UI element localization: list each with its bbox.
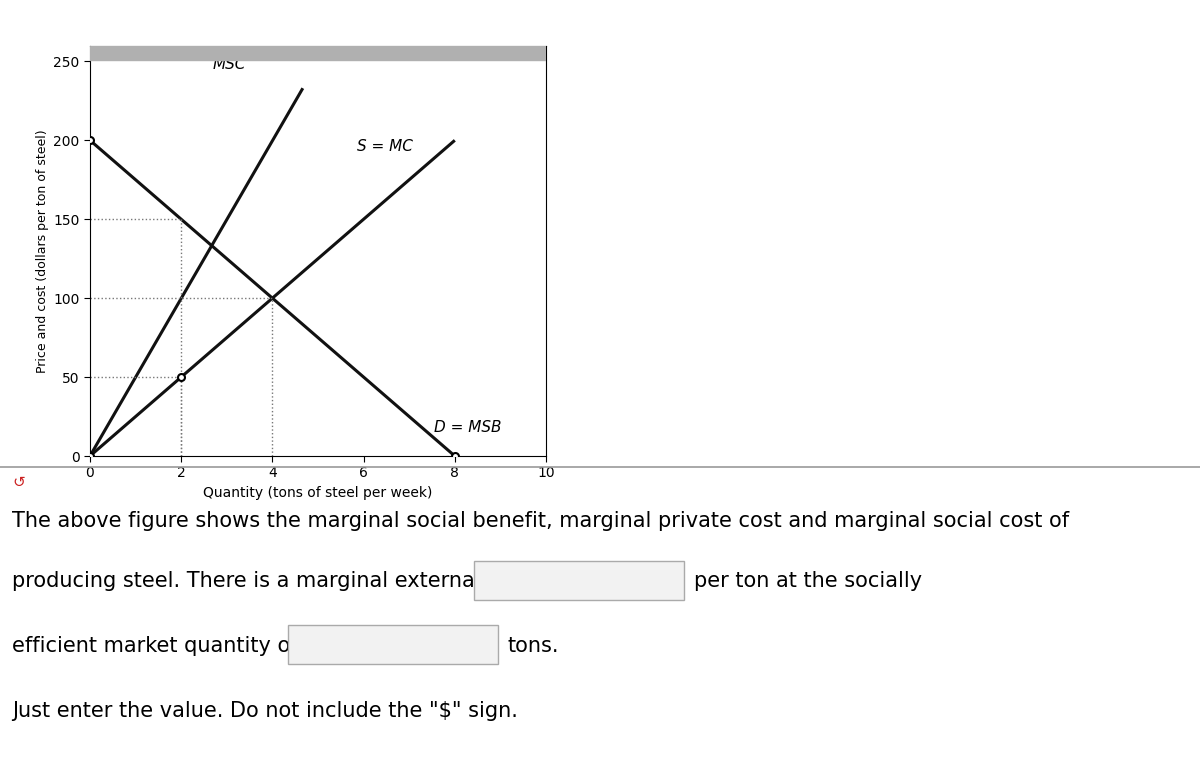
- Text: Just enter the value. Do not include the "$" sign.: Just enter the value. Do not include the…: [12, 701, 518, 720]
- Y-axis label: Price and cost (dollars per ton of steel): Price and cost (dollars per ton of steel…: [36, 129, 49, 372]
- Text: The above figure shows the marginal social benefit, marginal private cost and ma: The above figure shows the marginal soci…: [12, 511, 1069, 530]
- Text: per ton at the socially: per ton at the socially: [694, 572, 922, 591]
- Text: efficient market quantity of: efficient market quantity of: [12, 636, 298, 656]
- X-axis label: Quantity (tons of steel per week): Quantity (tons of steel per week): [203, 486, 433, 500]
- Text: producing steel. There is a marginal external cost of $: producing steel. There is a marginal ext…: [12, 572, 577, 591]
- Text: tons.: tons.: [508, 636, 559, 656]
- Text: D = MSB: D = MSB: [434, 420, 502, 435]
- Text: ↺: ↺: [12, 475, 25, 490]
- Text: S = MC: S = MC: [356, 139, 413, 154]
- Bar: [90, 46, 546, 60]
- Text: MSC: MSC: [212, 58, 246, 72]
